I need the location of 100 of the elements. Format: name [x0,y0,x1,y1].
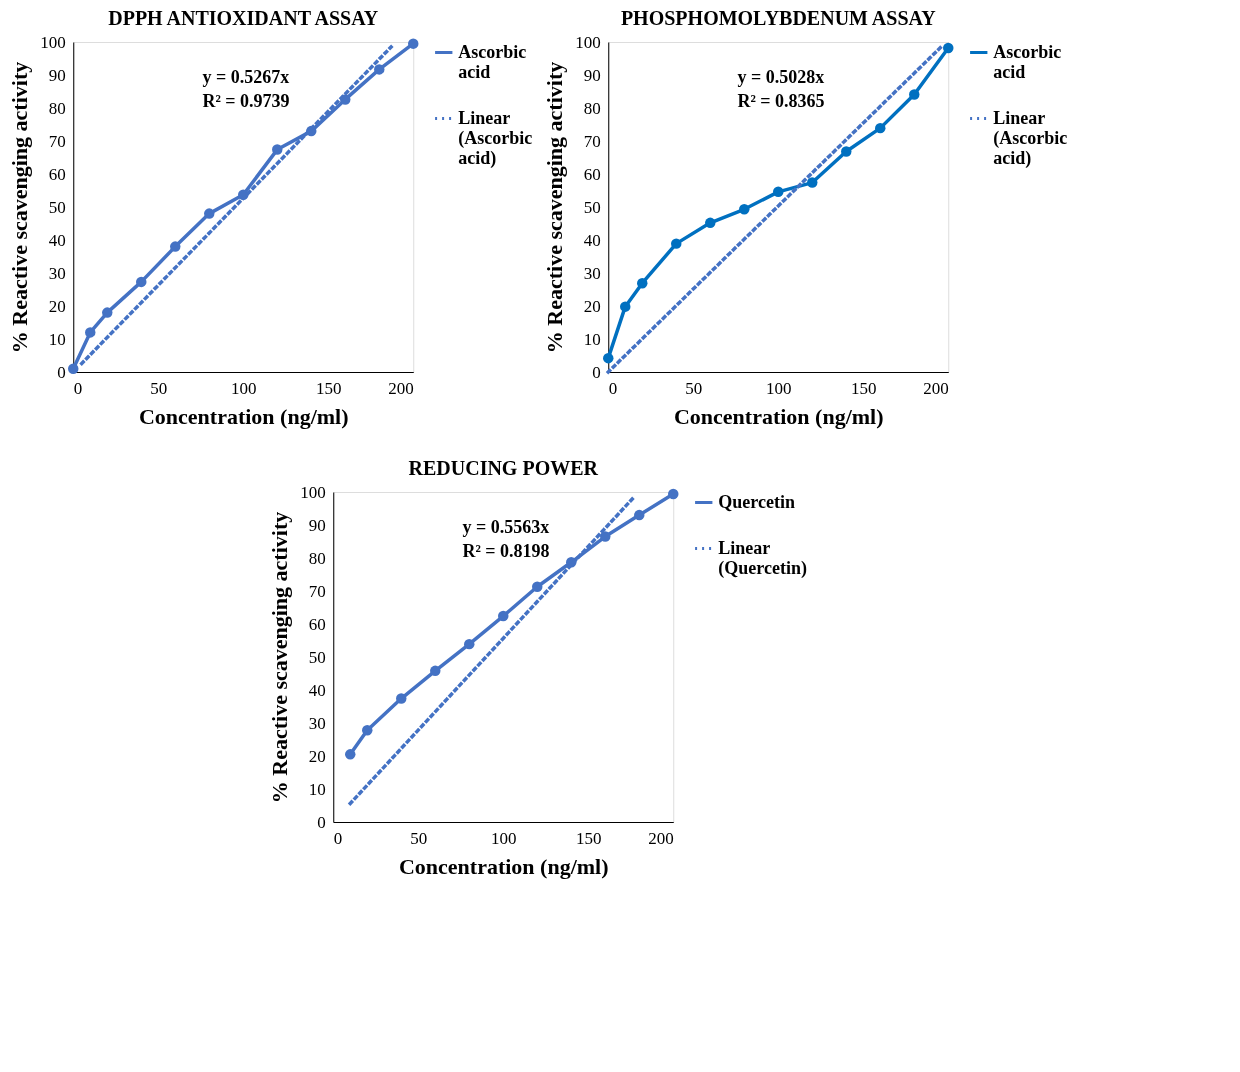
point [374,64,385,75]
x-tick-label: 200 [923,378,949,398]
x-tick-label: 150 [576,828,602,848]
y-tick-label: 50 [583,197,601,217]
annotation: R² = 0.8365 [737,91,825,112]
y-axis-title: % Reactive scavenging activity [7,61,33,354]
x-tick-label: 0 [333,828,343,848]
point [464,638,475,650]
y-tick-label: 60 [583,164,601,184]
y-tick-label: 60 [308,614,326,634]
y-tick-label: 40 [308,680,326,700]
point [498,610,509,622]
legend-label: Ascorbic acid [993,41,1062,82]
x-tick-label: 200 [648,828,674,848]
y-tick-label: 20 [308,746,326,766]
x-tick-label: 100 [491,828,517,848]
chart-title: DPPH ANTIOXIDANT ASSAY [108,7,379,29]
y-tick-label: 0 [317,812,326,832]
point [634,509,645,521]
x-tick-label: 100 [231,378,257,398]
x-tick-label: 0 [73,378,83,398]
x-axis-title: Concentration (ng/ml) [138,403,349,429]
point [532,581,543,592]
x-tick-label: 150 [851,378,877,398]
y-tick-label: 90 [583,65,601,85]
x-tick-label: 150 [316,378,342,398]
point [909,89,920,100]
y-tick-label: 70 [308,581,326,601]
x-tick-label: 0 [608,378,618,398]
point [102,307,113,318]
point [600,531,611,542]
x-tick-label: 50 [150,378,168,398]
point [705,217,716,229]
point [272,144,283,155]
point [671,238,682,249]
annotation: R² = 0.8198 [462,541,550,562]
annotation: y = 0.5563x [462,517,550,538]
y-tick-label: 70 [583,131,601,151]
y-tick-label: 50 [308,647,326,667]
point [603,352,614,364]
y-tick-label: 20 [48,296,66,316]
annotation: R² = 0.9739 [202,91,290,112]
x-tick-label: 50 [685,378,703,398]
y-tick-label: 30 [583,263,601,283]
point [396,693,407,704]
y-tick-label: 90 [308,515,326,535]
y-tick-label: 80 [583,98,601,118]
legend-label: Linear (Ascorbic acid) [993,107,1068,169]
y-tick-label: 80 [308,548,326,568]
point [739,204,750,215]
point [204,208,215,219]
x-tick-label: 50 [410,828,428,848]
legend-label: Linear (Quercetin) [718,537,807,579]
x-tick-label: 200 [388,378,414,398]
y-tick-label: 60 [48,164,66,184]
legend-label: Linear (Ascorbic acid) [458,107,533,169]
y-tick-label: 20 [583,296,601,316]
y-tick-label: 90 [48,65,66,85]
y-tick-label: 100 [40,32,66,52]
y-axis-title: % Reactive scavenging activity [267,511,293,804]
point [408,38,419,49]
chart-title: REDUCING POWER [408,457,599,479]
chart-title: PHOSPHOMOLYBDENUM ASSAY [620,7,937,29]
point [430,665,441,677]
point [136,276,147,288]
x-tick-label: 100 [766,378,792,398]
point [170,241,181,252]
y-tick-label: 40 [583,230,601,250]
x-axis-title: Concentration (ng/ml) [398,853,609,879]
y-tick-label: 80 [48,98,66,118]
legend-label: Quercetin [718,491,795,512]
point [68,363,79,374]
y-tick-label: 0 [592,362,601,382]
point [85,327,96,338]
annotation: y = 0.5267x [202,67,290,88]
x-axis-title: Concentration (ng/ml) [673,403,884,429]
point [668,488,679,500]
y-tick-label: 50 [48,197,66,217]
point [362,725,373,736]
y-tick-label: 10 [308,779,326,799]
point [345,749,356,760]
y-tick-label: 70 [48,131,66,151]
point [620,301,631,312]
y-tick-label: 10 [48,329,66,349]
point [773,186,784,198]
y-tick-label: 30 [48,263,66,283]
point [875,122,886,134]
y-tick-label: 10 [583,329,601,349]
y-tick-label: 30 [308,713,326,733]
y-tick-label: 100 [300,482,326,502]
legend-label: Ascorbic acid [458,41,527,82]
y-tick-label: 40 [48,230,66,250]
point [637,278,648,289]
point [943,42,954,54]
y-tick-label: 0 [57,362,66,382]
point [841,146,852,157]
y-axis-title: % Reactive scavenging activity [542,61,568,354]
point [807,177,818,188]
y-tick-label: 100 [575,32,601,52]
annotation: y = 0.5028x [737,67,825,88]
